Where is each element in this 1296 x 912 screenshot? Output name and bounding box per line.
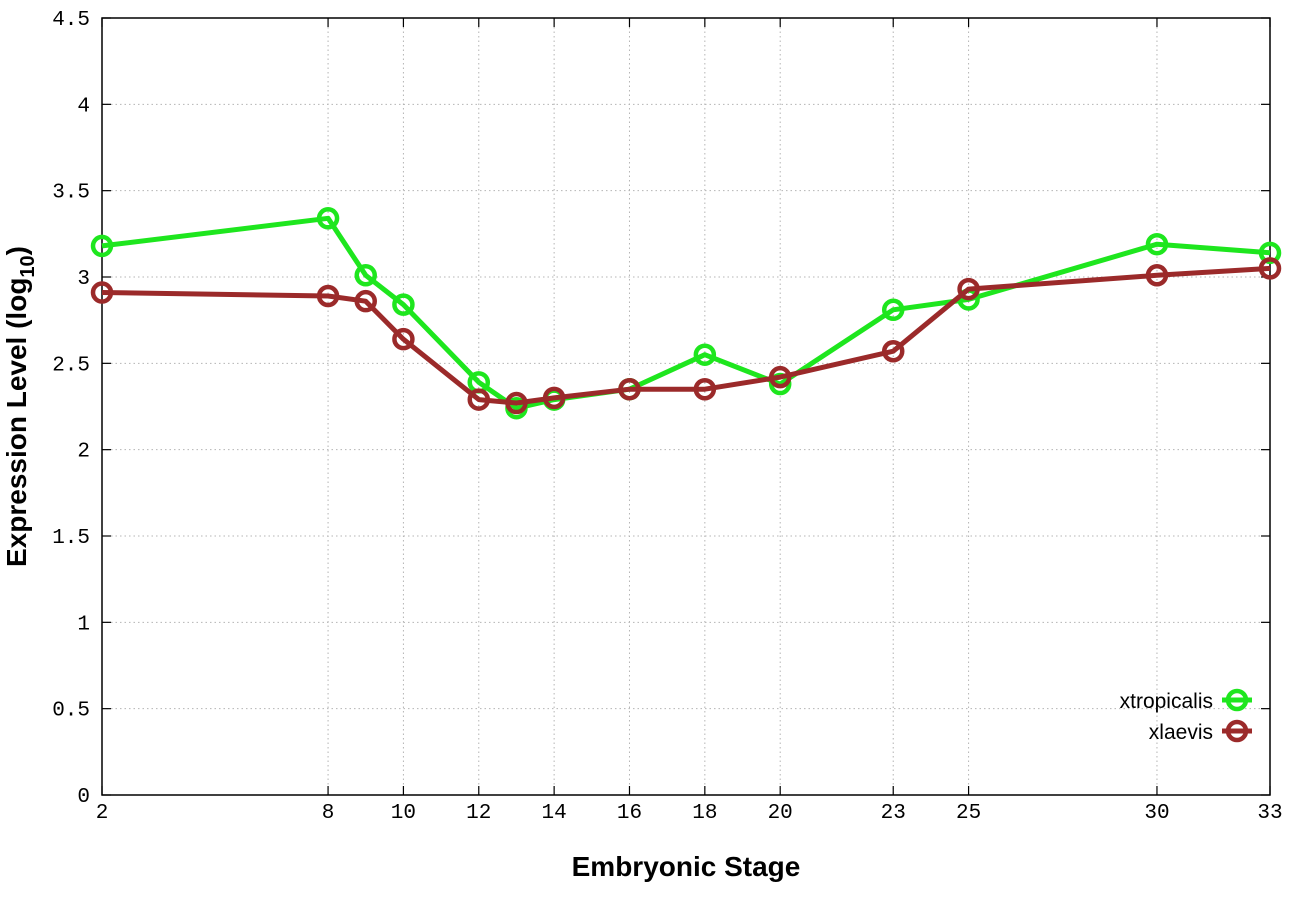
- x-tick-label: 25: [956, 802, 981, 825]
- data-point-xtropicalis: [1258, 241, 1282, 265]
- data-point-xlaevis: [90, 281, 114, 304]
- y-tick-label: 2.5: [52, 354, 90, 377]
- x-tick-label: 18: [692, 802, 717, 825]
- x-tick-label: 30: [1144, 802, 1169, 825]
- y-tick-label: 2: [77, 441, 90, 464]
- series-xlaevis: [90, 257, 1282, 415]
- data-point-xlaevis: [354, 289, 377, 313]
- grid: [102, 18, 1270, 795]
- data-point-xlaevis: [505, 391, 528, 415]
- y-tick-label: 4: [77, 95, 90, 118]
- data-point-xlaevis: [542, 386, 566, 410]
- x-axis-title: Embryonic Stage: [572, 851, 801, 882]
- y-tick-label: 3: [77, 268, 90, 291]
- legend-label-xlaevis: xlaevis: [1149, 721, 1213, 744]
- data-point-xlaevis: [1145, 264, 1169, 287]
- y-tick-label: 1.5: [52, 527, 90, 550]
- data-point-xlaevis: [693, 377, 717, 401]
- data-point-xtropicalis: [1145, 232, 1169, 256]
- series-line-xlaevis: [101, 265, 1271, 406]
- x-tick-label: 8: [322, 802, 335, 825]
- data-point-xlaevis: [392, 327, 415, 351]
- data-point-xtropicalis: [693, 343, 717, 366]
- x-tick-label: 23: [881, 802, 906, 825]
- legend-label-xtropicalis: xtropicalis: [1120, 690, 1213, 713]
- y-tick-label: 0.5: [52, 700, 90, 723]
- data-point-xlaevis: [881, 339, 905, 363]
- y-tick-label: 1: [77, 613, 90, 636]
- x-tick-label: 2: [96, 802, 109, 825]
- data-point-xtropicalis: [392, 293, 415, 316]
- y-axis-title-main: Expression Level (log: [1, 278, 32, 567]
- y-tick-label: 4.5: [52, 9, 90, 32]
- data-point-xlaevis: [316, 284, 340, 308]
- x-tick-label: 20: [768, 802, 793, 825]
- data-point-xtropicalis: [316, 207, 340, 230]
- y-axis-title: Expression Level (log10): [1, 246, 39, 567]
- data-point-xtropicalis: [90, 234, 114, 258]
- y-tick-label: 0: [77, 786, 90, 809]
- legend-swatch-marker: [1225, 719, 1249, 743]
- data-point-xtropicalis: [881, 298, 905, 322]
- x-tick-label: 10: [391, 802, 416, 825]
- series-xtropicalis: [90, 207, 1282, 420]
- y-axis-title-suffix: ): [1, 246, 32, 255]
- x-tick-label: 33: [1257, 802, 1282, 825]
- x-tick-label: 14: [542, 802, 567, 825]
- plot-frame: [101, 17, 1271, 796]
- x-tick-label: 12: [466, 802, 491, 825]
- legend-swatch-marker: [1225, 688, 1249, 712]
- series: [90, 207, 1282, 420]
- data-point-xlaevis: [768, 365, 792, 389]
- data-point-xlaevis: [467, 388, 491, 411]
- y-axis-title-subscript: 10: [17, 255, 39, 277]
- data-point-xlaevis: [957, 277, 980, 301]
- axis-ticks: 0 0.5 1 1.5 2 2.5 3 3.5 4 4.5 2 8 10 12 14 16 18 20 23 25 30…: [52, 9, 1282, 825]
- legend: xtropicalis xlaevis: [1120, 688, 1252, 744]
- series-line-xtropicalis: [101, 215, 1271, 411]
- data-point-xlaevis: [618, 377, 641, 401]
- x-tick-label: 16: [617, 802, 642, 825]
- data-point-xlaevis: [1258, 257, 1282, 280]
- y-tick-label: 3.5: [52, 182, 90, 205]
- data-point-xtropicalis: [354, 264, 377, 287]
